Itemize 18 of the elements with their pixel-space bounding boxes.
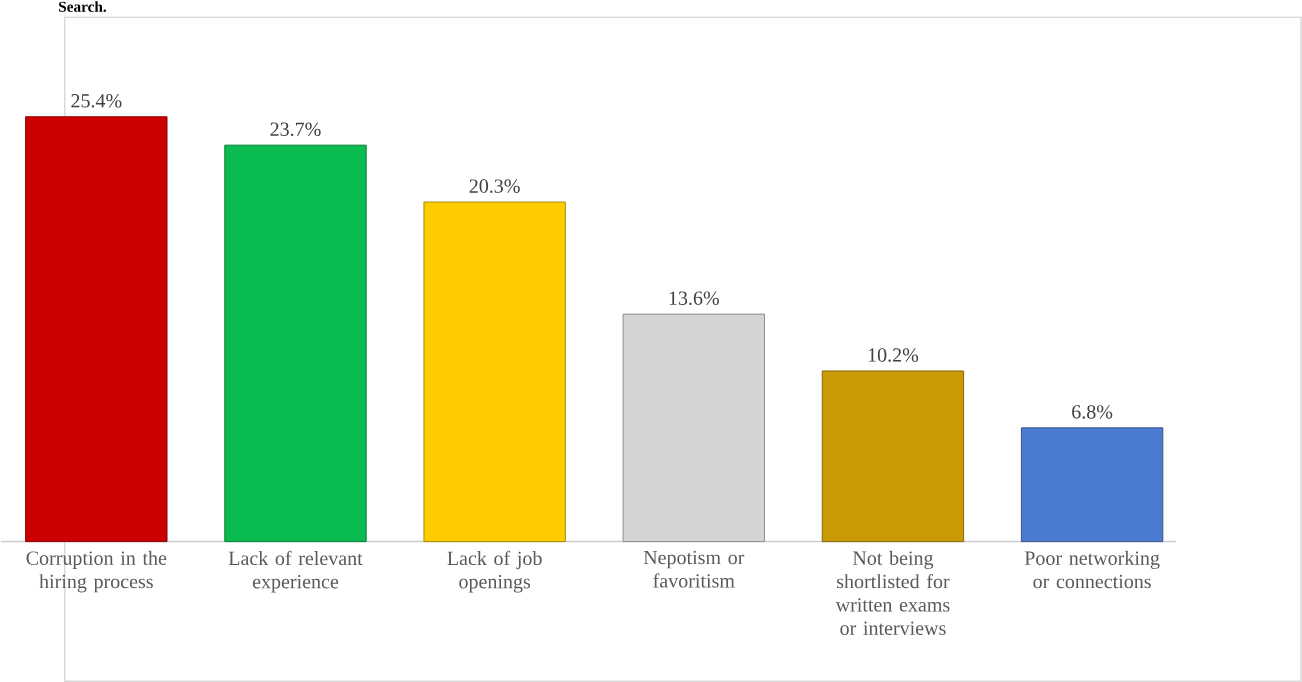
data-label: 10.2%: [868, 348, 919, 362]
x-tick-label: Nepotism or favoritism: [643, 550, 745, 588]
data-label: 20.3%: [469, 179, 520, 193]
bar: [423, 201, 566, 542]
x-tick-label: Corruption in the hiring process: [26, 550, 167, 593]
x-tick-label: Not being shortlisted for written exams or interviews: [835, 550, 950, 635]
data-label: 6.8%: [1072, 405, 1113, 419]
data-label: 23.7%: [270, 122, 321, 136]
bar: [224, 144, 367, 542]
x-tick-label: Lack of job openings: [447, 550, 542, 593]
x-tick-label: Lack of relevant experience: [228, 550, 363, 593]
data-label: 13.6%: [669, 291, 719, 305]
x-tick-label: Poor networking or connections: [1024, 550, 1160, 589]
bar: [1020, 427, 1164, 542]
bar: [25, 116, 168, 542]
data-label: 25.4%: [71, 93, 122, 108]
bar: [821, 370, 965, 542]
chart-title: Search.: [59, 1, 107, 12]
